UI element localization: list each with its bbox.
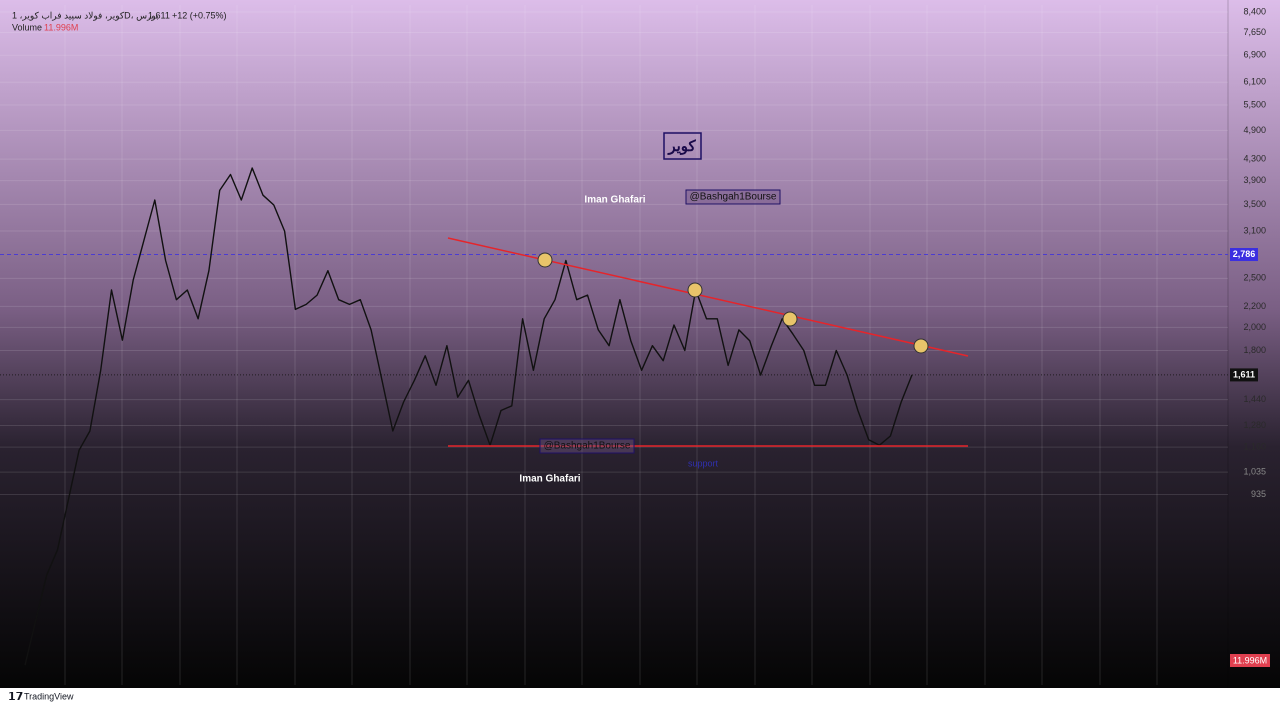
y-tick-label: 5,500 — [1243, 99, 1266, 109]
y-tick-label: 6,900 — [1243, 50, 1266, 60]
y-tick-label: 1,440 — [1243, 394, 1266, 404]
volume-title: Volume — [12, 22, 42, 32]
y-tick-label: 3,100 — [1243, 225, 1266, 235]
vertical-grid — [64, 5, 1158, 685]
price-badge-text: 2,786 — [1233, 249, 1256, 259]
price-line-series — [24, 167, 913, 666]
author-text: Iman Ghafari — [519, 474, 580, 485]
y-tick-label: 4,900 — [1243, 125, 1266, 135]
last-price: 1,611 — [148, 10, 170, 20]
symbol: کویر، فولاد سپید فراب کویر، 1D، بورس — [12, 10, 159, 21]
touch-point — [687, 282, 703, 298]
volume-badge-text: 11.996M — [1233, 655, 1267, 665]
price-change: +12 (+0.75%) — [172, 10, 227, 20]
y-tick-label: 2,000 — [1243, 322, 1266, 332]
resistance-trendline — [447, 237, 969, 357]
channel-box — [685, 189, 781, 205]
volume-badge — [1230, 654, 1270, 667]
y-tick-label: 3,500 — [1243, 199, 1266, 209]
y-tick-label: 1,800 — [1243, 345, 1266, 355]
plot — [0, 11, 1228, 666]
touch-point — [537, 252, 553, 268]
y-tick-label: 1,280 — [1243, 420, 1266, 430]
price-badge — [1230, 368, 1258, 382]
y-tick-label: 3,900 — [1243, 175, 1266, 185]
channel-box — [539, 438, 635, 454]
brand: TradingView — [24, 691, 74, 701]
title-text: کویر — [667, 138, 696, 155]
support-label: support — [688, 458, 719, 468]
price-badge-text: 1,611 — [1233, 369, 1255, 379]
y-tick-label: 4,300 — [1243, 154, 1266, 164]
chart-background — [0, 0, 1280, 688]
brand-logo: 𝟭𝟳 — [8, 691, 23, 703]
y-tick-label: 8,400 — [1243, 6, 1266, 16]
y-tick-label: 1,160 — [1243, 441, 1266, 451]
touch-point — [782, 311, 798, 327]
channel-text: @Bashgah1Bourse — [544, 441, 631, 452]
y-tick-label: 6,100 — [1243, 77, 1266, 87]
channel-text: @Bashgah1Bourse — [690, 192, 777, 203]
author-text: Iman Ghafari — [584, 195, 645, 206]
price-badge — [1230, 248, 1258, 262]
y-tick-label: 2,500 — [1243, 273, 1266, 283]
y-tick-label: 1,035 — [1243, 467, 1266, 477]
y-tick-label: 935 — [1251, 489, 1266, 499]
touch-point — [913, 338, 929, 354]
volume-value: 11.996M — [44, 22, 78, 32]
y-tick-label: 2,200 — [1243, 301, 1266, 311]
y-tick-label: 7,650 — [1243, 27, 1266, 37]
title-box — [663, 132, 702, 160]
